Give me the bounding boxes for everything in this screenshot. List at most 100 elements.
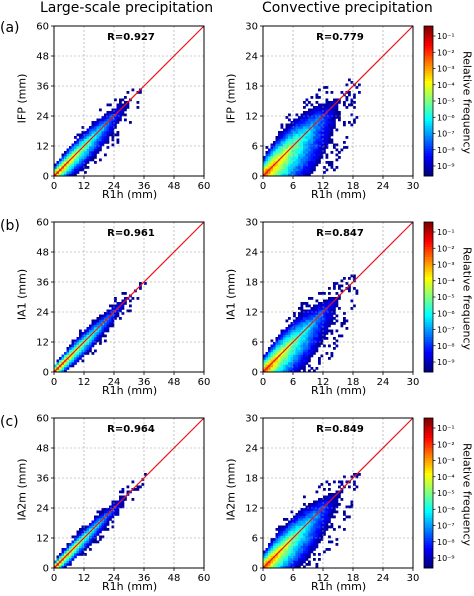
density-cell — [290, 518, 294, 521]
density-cell — [328, 508, 331, 511]
density-cell — [323, 151, 326, 154]
density-cell — [76, 548, 80, 551]
density-cell — [293, 555, 296, 559]
density-cell — [300, 510, 304, 514]
density-cell — [273, 367, 276, 370]
colorbar-segment — [424, 352, 433, 355]
density-cell — [290, 540, 294, 544]
x-tick-label: 0 — [260, 181, 266, 192]
x-axis-label-b-left: R1h (mm) — [102, 384, 158, 397]
density-cell — [79, 138, 82, 142]
density-cell — [348, 91, 351, 94]
density-cell — [91, 141, 95, 144]
density-cell — [106, 131, 110, 134]
density-cell — [305, 173, 309, 177]
density-cell — [303, 349, 306, 353]
density-cell — [343, 322, 346, 325]
density-cell — [315, 533, 319, 536]
density-cell — [275, 550, 279, 554]
density-cell — [293, 163, 296, 167]
density-cell — [295, 367, 299, 370]
density-cell — [84, 334, 87, 338]
density-cell — [340, 483, 344, 486]
density-cell — [270, 161, 274, 164]
density-cell — [335, 103, 339, 107]
density-cell — [81, 332, 85, 335]
density-cell — [275, 362, 279, 365]
density-cell — [111, 500, 115, 504]
x-tick-label: 30 — [407, 377, 420, 388]
colorbar-segment — [424, 38, 433, 42]
density-cell — [265, 558, 269, 561]
density-cell — [323, 510, 326, 514]
y-tick-label: 0 — [43, 172, 49, 183]
density-cell — [308, 322, 311, 325]
colorbar-segment — [424, 468, 433, 471]
density-cell — [303, 302, 306, 305]
density-cell — [283, 357, 286, 360]
x-tick-label: 24 — [108, 377, 121, 388]
density-cell — [303, 118, 306, 122]
density-cell — [308, 543, 311, 546]
density-cell — [288, 548, 291, 551]
density-cell — [298, 151, 301, 154]
density-cell — [275, 166, 279, 169]
density-cell — [136, 485, 140, 489]
density-cell — [298, 563, 301, 566]
density-cell — [290, 565, 294, 569]
density-cell — [318, 357, 321, 360]
density-cell — [278, 540, 281, 544]
density-cell — [101, 121, 105, 124]
y-tick-label: 12 — [245, 112, 258, 123]
density-cell — [96, 518, 100, 521]
density-cell — [74, 146, 77, 149]
density-cell — [74, 357, 77, 360]
colorbar-segment — [424, 450, 433, 454]
density-cell — [325, 143, 329, 147]
density-cell — [353, 483, 356, 486]
density-cell — [285, 329, 289, 333]
density-cell — [278, 565, 281, 569]
colorbar-segment — [424, 362, 433, 365]
density-cell — [119, 317, 122, 320]
density-cell — [89, 143, 92, 147]
density-cell — [318, 528, 321, 531]
density-cell — [86, 545, 90, 549]
density-cell — [335, 339, 339, 343]
colorbar-tick-label: 10⁻² — [437, 48, 455, 57]
density-cell — [94, 334, 97, 338]
density-cell — [308, 357, 311, 360]
density-cell — [323, 324, 326, 328]
density-cell — [298, 510, 301, 514]
density-cell — [275, 156, 279, 159]
density-cell — [285, 158, 289, 162]
density-cell — [116, 302, 120, 305]
density-cell — [64, 151, 67, 154]
density-cell — [315, 339, 319, 343]
density-cell — [114, 508, 117, 511]
density-cell — [330, 307, 334, 310]
density-cell — [263, 560, 266, 564]
colorbar-segment — [424, 453, 433, 456]
density-cell — [328, 525, 331, 529]
density-cell — [273, 538, 276, 541]
density-cell — [318, 156, 321, 159]
density-cell — [69, 357, 72, 360]
density-cell — [59, 171, 62, 174]
density-cell — [94, 136, 97, 139]
density-cell — [109, 131, 112, 134]
colorbar-segment — [424, 418, 433, 421]
density-cell — [94, 515, 97, 519]
density-cell — [328, 319, 331, 323]
density-cell — [295, 161, 299, 164]
density-cell — [270, 143, 274, 147]
colorbar-segment — [424, 334, 433, 338]
density-cell — [293, 327, 296, 330]
density-cell — [91, 319, 95, 323]
density-cell — [111, 307, 115, 310]
density-cell — [104, 312, 107, 315]
density-cell — [74, 158, 77, 162]
density-cell — [288, 339, 291, 343]
y-tick-label: 6 — [252, 142, 258, 153]
colorbar-segment — [424, 317, 433, 320]
